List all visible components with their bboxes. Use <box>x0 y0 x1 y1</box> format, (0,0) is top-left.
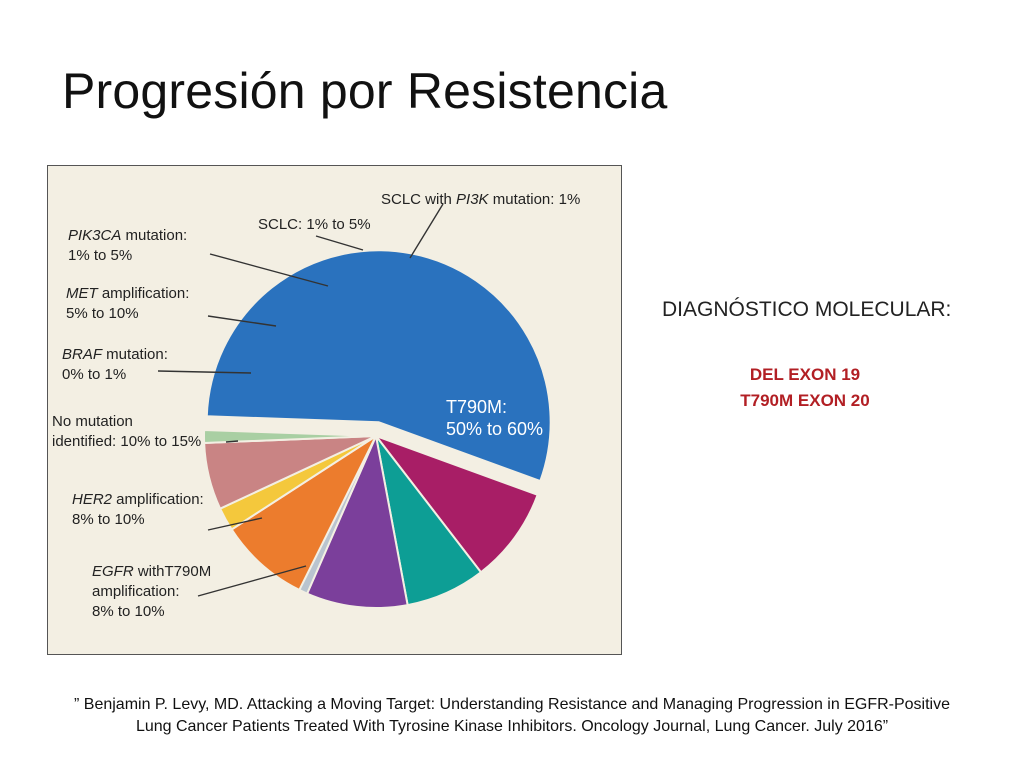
leader-line <box>209 253 329 287</box>
svg-text:8% to 10%: 8% to 10% <box>72 511 145 528</box>
leader-line <box>197 565 307 597</box>
svg-text:HER2 amplification:: HER2 amplification: <box>72 491 204 508</box>
pie-chart: T790M:50% to 60% EGFR withT790M amplificat… <box>52 191 580 620</box>
svg-text:SCLC: 1% to 5%: SCLC: 1% to 5% <box>258 216 371 233</box>
svg-text:No mutation: No mutation <box>52 413 133 430</box>
citation-line: ” Benjamin P. Levy, MD. Attacking a Movi… <box>74 696 950 713</box>
svg-text:BRAF mutation:: BRAF mutation: <box>62 346 168 363</box>
leader-line <box>409 203 444 259</box>
slice-label: T790M:50% to 60% <box>446 397 543 439</box>
pie-slice <box>203 428 377 445</box>
svg-text:T790M:: T790M: <box>446 397 507 417</box>
slice-label: MET amplification: 5% to 10% <box>66 285 189 322</box>
svg-text:SCLC with PI3K mutation: 1%: SCLC with PI3K mutation: 1% <box>381 191 580 208</box>
slice-label: BRAF mutation: 0% to 1% <box>62 346 168 383</box>
diagnostic-heading: DIAGNÓSTICO MOLECULAR: <box>662 298 952 321</box>
diagnostic-item: DEL EXON 19 <box>749 365 861 384</box>
svg-text:1% to 5%: 1% to 5% <box>68 247 132 264</box>
slice-label: SCLC with PI3K mutation: 1% <box>381 191 580 208</box>
svg-text:PIK3CA mutation:: PIK3CA mutation: <box>68 227 187 244</box>
slice-label: HER2 amplification: 8% to 10% <box>72 491 204 528</box>
citation: ” Benjamin P. Levy, MD. Attacking a Movi… <box>10 694 1014 738</box>
slice-label: EGFR withT790M amplification: 8% to 10% <box>92 563 211 620</box>
svg-text:identified: 10% to 15%: identified: 10% to 15% <box>52 433 201 450</box>
pie-chart-panel: T790M: 50% to 60% EGFR withT790M amplificat… <box>47 165 622 655</box>
svg-text:amplification:: amplification: <box>92 583 180 600</box>
slice-label: PIK3CA mutation: 1% to 5% <box>68 227 187 264</box>
slice-label: SCLC: 1% to 5% <box>258 216 371 233</box>
diagnostic-item: T790M EXON 20 <box>740 391 870 410</box>
svg-text:MET amplification:: MET amplification: <box>66 285 189 302</box>
svg-text:EGFR withT790M: EGFR withT790M <box>92 563 211 580</box>
svg-text:5% to 10%: 5% to 10% <box>66 305 139 322</box>
svg-text:8% to 10%: 8% to 10% <box>92 603 165 620</box>
leader-line <box>315 235 364 251</box>
slice-label: No mutation identified: 10% to 15% <box>52 413 201 450</box>
pie-slice <box>230 433 379 592</box>
leader-line <box>207 315 277 327</box>
svg-text:0% to 1%: 0% to 1% <box>62 366 126 383</box>
svg-text:50% to 60%: 50% to 60% <box>446 419 543 439</box>
leader-line <box>207 517 263 531</box>
citation-line: Lung Cancer Patients Treated With Tyrosi… <box>135 718 889 735</box>
pie-slice <box>305 432 409 609</box>
pie-slice <box>205 249 552 483</box>
leader-line <box>225 440 239 443</box>
diagnostic-list: DEL EXON 19 T790M EXON 20 <box>640 362 970 414</box>
slide-title: Progresión por Resistencia <box>62 63 668 119</box>
leader-line <box>157 370 252 374</box>
pie-slice <box>373 433 539 574</box>
